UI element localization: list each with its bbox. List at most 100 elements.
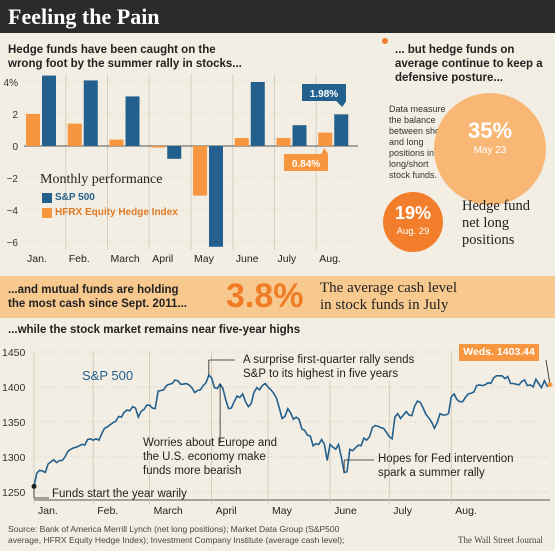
data-note-line: between short [389,126,446,136]
data-note-line: the balance [389,115,436,125]
data-note-line: stock funds. [389,170,438,180]
x-tick-label: May [194,253,215,265]
circle-19-value: 19% [394,203,432,223]
annotation-fed-hopes: Hopes for Fed intervention spark a summe… [378,452,514,480]
bar-sp500 [167,146,182,159]
cash-level-value: 3.8% [226,277,304,315]
annotation-leader [545,359,551,385]
circle-35-percent [434,93,546,205]
bar-hfrx [151,146,166,148]
bar-sp500 [83,80,98,146]
cash-heading-line1: ...and mutual funds are holding [8,284,179,296]
bar-hfrx [193,146,207,196]
x-tick-label: June [236,253,259,265]
annotation-line: spark a summer rally [378,467,485,479]
latest-point-marker [547,382,553,388]
bar-hfrx [318,132,333,146]
bar-sp500 [125,96,140,146]
bar-sp500 [209,146,223,247]
y-tick-label: −6 [7,238,19,249]
circle-19-percent [383,192,443,252]
bar-hfrx [276,138,291,146]
callout-box-hfrx [284,154,328,171]
bar-hfrx [234,138,249,146]
page-title: Feeling the Pain [8,4,160,29]
title-bar: Feeling the Pain [0,0,555,33]
circle-19-date: Aug. 29 [396,226,430,237]
posture-heading-line2: average continue to keep a [395,58,543,70]
panel2-bullet [382,38,388,44]
annotation-europe-worries: Worries about Europe and the U.S. econom… [143,436,277,478]
legend-swatch-sp500 [42,193,52,203]
callout-pointer-hfrx [321,148,329,154]
line-chart-heading: ...while the stock market remains near f… [8,324,301,336]
legend-label-hfrx: HFRX Equity Hedge Index [55,207,178,218]
y-tick-label: 1450 [2,347,26,359]
cash-level-band: ...and mutual funds are holding the most… [0,276,555,318]
x-tick-label: April [152,253,173,265]
x-tick-label: Aug. [455,505,477,517]
x-tick-label: July [278,253,297,265]
annotation-line: funds more bearish [143,465,242,477]
data-note-line: long/short [389,159,429,169]
data-note-line: Data measure [389,104,446,114]
start-point-marker [31,483,37,489]
x-tick-label: Feb. [97,505,118,517]
cash-heading-line2: the most cash since Sept. 2011... [8,298,187,310]
bar-hfrx [109,139,124,146]
y-tick-label: 1300 [2,452,26,464]
x-tick-label: Feb. [69,253,90,265]
data-note: Data measure the balance between short a… [389,104,446,181]
x-tick-label: May [272,505,293,517]
legend-swatch-hfrx [42,208,52,218]
y-tick-label: −4 [7,206,19,217]
data-note-line: and long [389,137,424,147]
bar-sp500 [292,125,307,146]
annotation-first-quarter-rally: A surprise first-quarter rally sends S&P… [243,353,415,381]
y-tick-label: 2 [12,110,18,121]
legend-label-sp500: S&P 500 [55,192,95,203]
cash-level-description: The average cash level in stock funds in… [320,280,457,314]
annotation-line: Worries about Europe and [143,437,278,449]
x-tick-label: March [154,505,183,517]
bar-chart-heading: Hedge funds have been caught on the wron… [8,43,242,71]
callout-value-hfrx: 0.84% [292,159,320,170]
y-tick-label: −2 [7,174,19,185]
y-tick-label: 1250 [2,487,26,499]
y-tick-label: 0 [12,142,18,153]
annotation-line: A surprise first-quarter rally sends [243,354,415,366]
legend-title: Monthly performance [40,172,163,187]
callout-value-sp500: 1.98% [310,89,338,100]
cash-desc-line1: The average cash level [320,280,457,296]
net-long-label: Hedge fund net long positions [462,198,530,249]
x-tick-label: March [111,253,140,265]
bar-sp500 [334,114,349,146]
source-note: Source: Bank of America Merrill Lynch (n… [8,524,344,545]
x-tick-label: Jan. [38,505,58,517]
credit-line: The Wall Street Journal [458,535,543,545]
bar-hfrx [26,114,40,146]
callout-box-sp500 [302,84,346,101]
circle-35-date: May 23 [473,145,507,156]
net-long-label-line: net long [462,215,510,231]
annotation-start-year: Funds start the year warily [52,488,187,500]
bar-hfrx [67,123,82,146]
posture-heading-line3: defensive posture... [395,72,504,84]
net-long-label-line: positions [462,232,515,248]
x-tick-label: July [393,505,412,517]
bar-chart-heading-line1: Hedge funds have been caught on the [8,44,216,56]
data-note-line: positions in [389,148,435,158]
cash-heading: ...and mutual funds are holding the most… [8,283,187,311]
annotation-line: Hopes for Fed intervention [378,453,514,465]
latest-value-callout-box [459,344,539,361]
x-tick-label: April [216,505,237,517]
y-tick-label: 1400 [2,382,26,394]
source-line1: Source: Bank of America Merrill Lynch (n… [8,524,340,534]
circle-35-value: 35% [467,118,513,143]
sp500-line [33,373,551,487]
bar-sp500 [42,75,56,146]
x-tick-label: Jan. [27,253,47,265]
bar-chart-heading-line2: wrong foot by the summer rally in stocks… [8,58,242,70]
source-line2: average, HFRX Equity Hedge Index); Inves… [8,534,345,545]
net-long-label-line: Hedge fund [462,198,531,214]
